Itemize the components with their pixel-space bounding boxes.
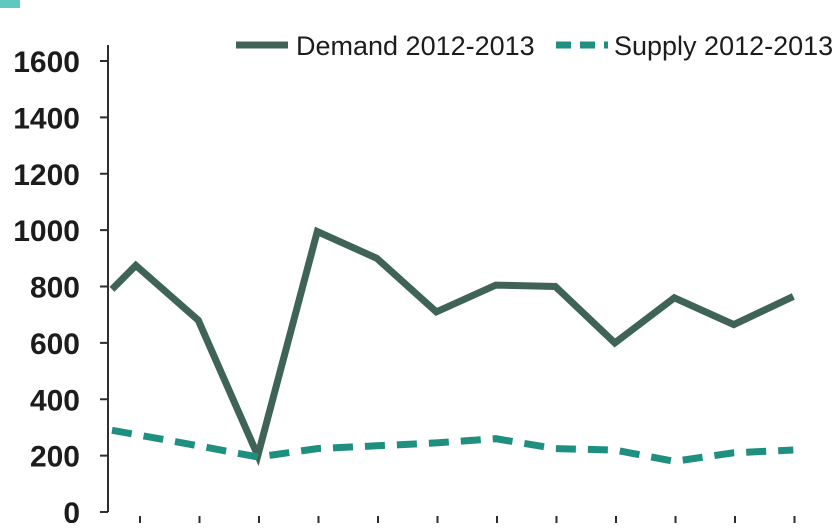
legend-label-demand: Demand 2012-2013 — [296, 31, 535, 61]
y-tick-label: 1400 — [13, 102, 80, 135]
series-line-demand — [112, 232, 793, 456]
y-tick-label: 1000 — [13, 215, 80, 248]
y-tick-label: 800 — [30, 272, 80, 305]
y-tick-label: 600 — [30, 328, 80, 361]
y-tick-label: 1600 — [13, 46, 80, 79]
y-tick-label: 1200 — [13, 159, 80, 192]
legend-label-supply: Supply 2012-2013 — [614, 31, 833, 61]
series-line-supply — [112, 430, 793, 461]
y-tick-label: 200 — [30, 441, 80, 474]
legend: Demand 2012-2013 Supply 2012-2013 — [236, 31, 833, 61]
series-layer — [112, 231, 793, 461]
y-tick-label: 400 — [30, 384, 80, 417]
y-tick-label: 0 — [63, 497, 80, 523]
cropped-header-marker — [0, 0, 20, 8]
